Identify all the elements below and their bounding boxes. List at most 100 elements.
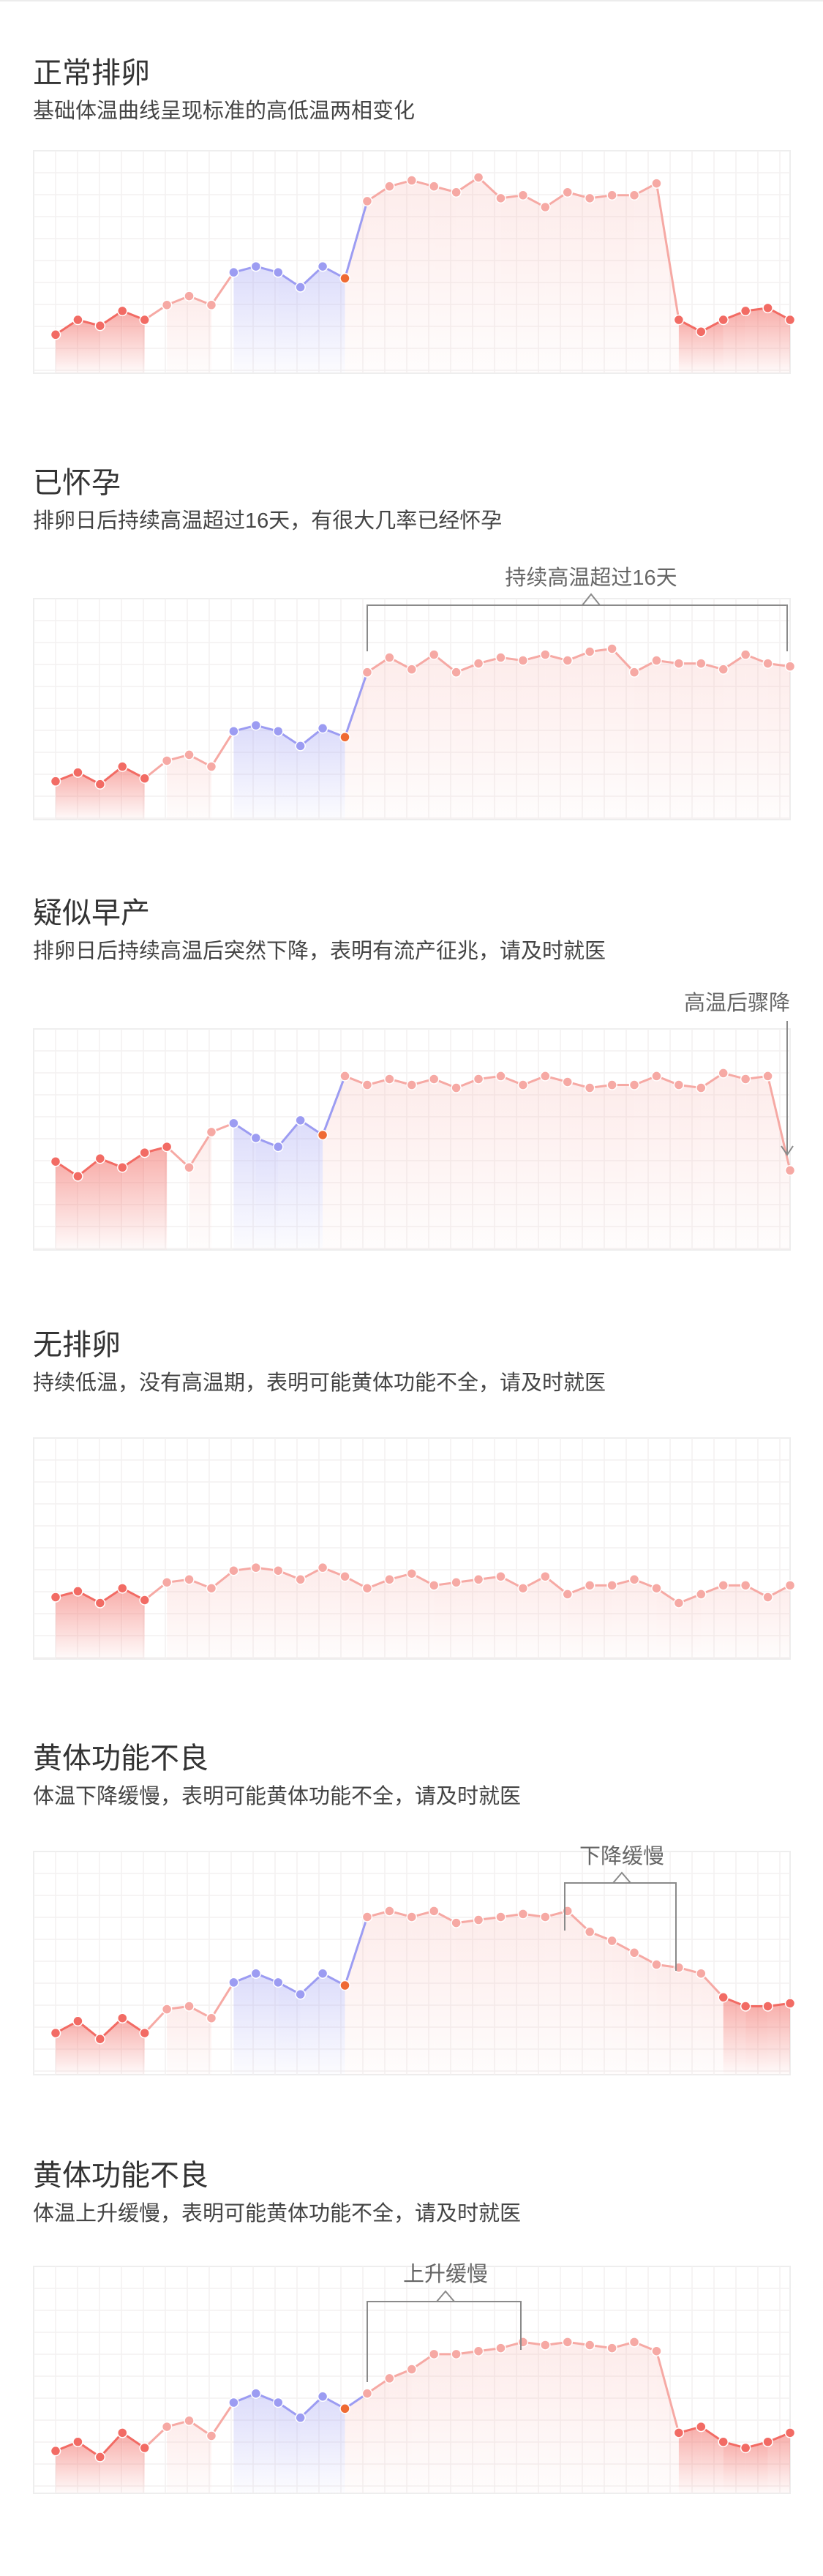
data-point	[339, 1071, 350, 1082]
area-segment	[189, 1131, 211, 1250]
data-point	[651, 655, 662, 666]
data-point	[295, 1115, 306, 1126]
data-point	[784, 1580, 796, 1591]
area-segment	[678, 663, 702, 820]
area-segment	[78, 2441, 100, 2493]
area-segment	[634, 1076, 657, 1250]
line-segment	[143, 2008, 168, 2034]
data-point	[384, 1906, 395, 1917]
area-segment	[411, 1079, 435, 1250]
temperature-chart	[33, 1437, 796, 1660]
data-point	[228, 725, 239, 737]
area-segment	[500, 1914, 523, 2075]
section-title: 已怀孕	[33, 467, 121, 499]
data-point	[740, 1580, 751, 1591]
area-segment	[701, 2427, 724, 2493]
area-segment	[278, 272, 301, 373]
data-point	[94, 1153, 106, 1164]
data-point	[740, 2442, 751, 2454]
area-segment	[701, 1073, 724, 1250]
data-point	[696, 1082, 707, 1093]
area-segment	[656, 1964, 679, 2075]
area-segment	[612, 1579, 635, 1659]
data-point	[295, 282, 306, 293]
area-segment	[500, 657, 523, 820]
data-point	[562, 187, 574, 198]
area-segment	[434, 186, 456, 373]
data-point	[139, 773, 150, 784]
area-segment	[56, 2021, 78, 2075]
data-point	[606, 190, 617, 201]
callout-pointer	[612, 1871, 631, 1884]
data-point	[673, 1598, 685, 1609]
area-segment	[590, 1585, 612, 1659]
area-segment	[478, 2348, 501, 2493]
top-divider	[0, 0, 823, 1]
data-point	[94, 2033, 106, 2045]
data-point	[206, 1583, 217, 1594]
data-point	[272, 1141, 284, 1153]
area-segment	[656, 1588, 679, 1659]
area-segment	[99, 1588, 123, 1659]
callout-label: 高温后骤降	[684, 991, 790, 1015]
data-point	[428, 2348, 440, 2360]
callout-slow-rise: 上升缓慢	[367, 2262, 522, 2382]
area-segment	[233, 725, 256, 820]
area-segment	[500, 2342, 523, 2493]
data-point	[272, 725, 284, 737]
area-segment	[323, 266, 345, 373]
area-segment	[389, 657, 412, 820]
area-segment	[99, 2433, 123, 2493]
data-point	[184, 1574, 195, 1585]
area-segment	[656, 1076, 679, 1250]
data-point	[161, 2421, 173, 2433]
area-segment	[122, 1153, 145, 1250]
area-segment	[634, 1579, 657, 1659]
data-point	[250, 1562, 262, 1573]
line-segment	[611, 648, 636, 673]
data-point	[117, 2427, 128, 2438]
area-segment	[656, 183, 679, 373]
data-point	[361, 1079, 373, 1090]
data-point	[696, 326, 707, 337]
data-point	[473, 172, 484, 183]
area-segment	[678, 320, 702, 373]
data-point	[584, 192, 595, 204]
area-segment	[367, 186, 390, 373]
data-point	[406, 175, 418, 186]
area-segment	[323, 2396, 345, 2493]
data-point	[50, 2445, 61, 2457]
data-point	[161, 755, 173, 766]
data-point	[206, 1126, 217, 1138]
data-point	[473, 1074, 484, 1085]
section-subtitle: 排卵日后持续高温超过16天，有很大几率已经怀孕	[33, 509, 503, 533]
section-luteal-defect-slow-drop: 黄体功能不良 体温下降缓慢，表明可能黄体功能不全，请及时就医 下降缓慢	[0, 1738, 823, 2148]
area-segment	[478, 1576, 501, 1659]
section-subtitle: 基础体温曲线呈现标准的高低温两相变化	[33, 100, 416, 123]
data-point	[495, 1571, 506, 1582]
area-segment	[723, 1585, 746, 1659]
area-segment	[411, 654, 435, 820]
area-segment	[389, 1911, 412, 2075]
data-point	[139, 314, 150, 326]
data-point	[361, 1912, 373, 1922]
line-segment	[700, 1972, 724, 1999]
callout-bracket	[367, 2301, 522, 2382]
data-point	[540, 1571, 551, 1582]
area-segment	[745, 307, 768, 373]
area-segment	[255, 1137, 279, 1250]
area-segment	[545, 654, 568, 820]
data-point	[361, 1583, 373, 1594]
data-point	[428, 1074, 440, 1085]
data-point	[406, 2364, 418, 2375]
area-segment	[745, 654, 768, 820]
data-point	[250, 719, 262, 731]
data-point	[206, 761, 217, 772]
data-point	[72, 1586, 83, 1597]
area-segment	[656, 2351, 679, 2493]
data-point	[228, 2397, 239, 2408]
data-point	[784, 2427, 796, 2438]
data-point	[117, 305, 128, 317]
data-point	[228, 1565, 239, 1576]
callout-sustained-high: 持续高温超过16天	[367, 566, 788, 651]
